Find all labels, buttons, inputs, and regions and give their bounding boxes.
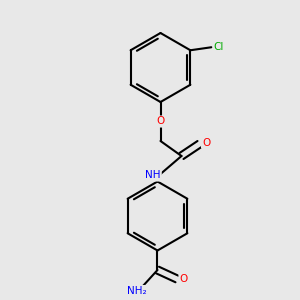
- Text: NH₂: NH₂: [127, 286, 146, 296]
- Text: O: O: [179, 274, 188, 284]
- Text: NH: NH: [145, 170, 161, 181]
- Text: O: O: [202, 137, 210, 148]
- Text: Cl: Cl: [214, 42, 224, 52]
- Text: O: O: [156, 116, 165, 127]
